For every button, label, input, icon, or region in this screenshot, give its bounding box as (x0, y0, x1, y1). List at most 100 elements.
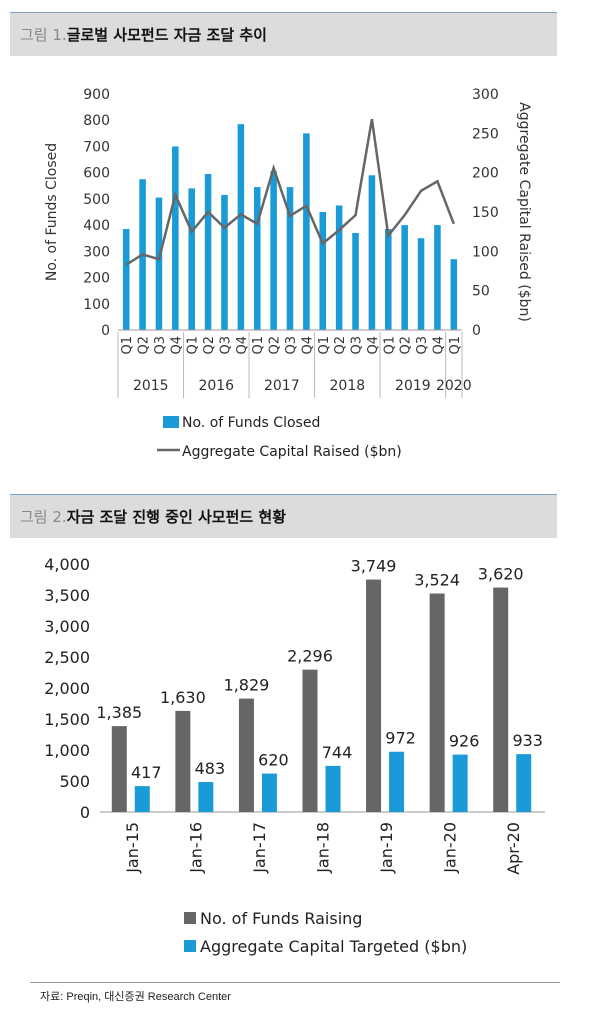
data-label-capital-targeted: 620 (258, 751, 289, 770)
y-tick-label: 1,000 (44, 741, 90, 760)
y-right-tick-label: 0 (472, 323, 481, 339)
legend-swatch-funds-closed (163, 416, 179, 428)
year-label: 2017 (264, 378, 300, 394)
y-right-tick-label: 200 (472, 166, 499, 182)
y-tick-label: 600 (83, 166, 110, 182)
legend-label-funds-raising: No. of Funds Raising (200, 909, 362, 928)
bar-funds-closed (303, 133, 310, 330)
bar-capital-targeted (325, 765, 341, 812)
y-tick-label: 1,500 (44, 710, 90, 729)
data-label-funds-raising: 1,829 (224, 676, 270, 695)
x-tick-label: Q4 (431, 336, 446, 355)
x-tick-label: Q3 (153, 336, 168, 355)
bar-capital-targeted (389, 751, 405, 812)
bar-funds-raising (175, 710, 191, 812)
bar-funds-raising (366, 579, 382, 812)
y-tick-label: 700 (83, 139, 110, 155)
year-label: 2018 (330, 378, 366, 394)
y-right-tick-label: 150 (472, 205, 499, 221)
y-right-tick-label: 100 (472, 244, 499, 260)
figure1-title: 글로벌 사모펀드 자금 조달 추이 (66, 26, 267, 44)
x-tick-label: Q4 (300, 336, 315, 355)
bar-funds-closed (253, 187, 261, 330)
y-tick-label: 4,000 (44, 555, 90, 574)
data-label-capital-targeted: 926 (449, 732, 480, 751)
bar-funds-closed (450, 259, 458, 330)
y-right-tick-label: 250 (472, 126, 499, 142)
bar-funds-closed (155, 197, 163, 330)
y-tick-label: 900 (83, 87, 110, 103)
bar-funds-raising (238, 698, 254, 812)
x-tick-label: Apr-20 (504, 822, 523, 875)
y-tick-label: 100 (83, 297, 110, 313)
x-tick-label: Jan-16 (186, 822, 205, 874)
year-label: 2016 (198, 378, 234, 394)
bar-funds-closed (335, 205, 343, 330)
bar-funds-closed (221, 194, 228, 330)
source-divider (30, 982, 560, 983)
y-tick-label: 2,500 (44, 648, 90, 667)
data-label-capital-targeted: 972 (385, 729, 416, 748)
y-right-axis-label: Aggregate Capital Raised ($bn) (516, 102, 532, 322)
legend-label-funds-closed: No. of Funds Closed (182, 415, 320, 431)
year-label: 2019 (395, 378, 431, 394)
line-capital-raised (125, 118, 455, 266)
y-right-tick-label: 300 (472, 87, 499, 103)
bar-capital-targeted (198, 782, 214, 812)
x-tick-label: Q4 (169, 336, 184, 355)
y-tick-label: 2,000 (44, 679, 90, 698)
bar-funds-closed (385, 229, 392, 330)
year-label: 2015 (133, 378, 169, 394)
bar-funds-closed (270, 171, 277, 330)
x-tick-label: Q3 (350, 336, 365, 355)
figure1-header: 그림 1.글로벌 사모펀드 자금 조달 추이 (10, 12, 557, 56)
data-label-funds-raising: 2,296 (287, 647, 333, 666)
bar-funds-closed (122, 229, 130, 330)
bar-funds-closed (319, 212, 327, 330)
x-tick-label: Q2 (333, 336, 348, 355)
data-label-capital-targeted: 417 (131, 763, 162, 782)
bar-funds-closed (401, 225, 408, 330)
bar-funds-closed (286, 187, 294, 330)
data-label-funds-raising: 3,749 (351, 557, 397, 576)
x-tick-label: Q4 (366, 336, 381, 355)
x-tick-label: Q1 (382, 336, 397, 355)
x-tick-label: Q2 (137, 336, 152, 355)
bar-funds-raising (493, 587, 509, 812)
data-label-funds-raising: 3,524 (414, 571, 460, 590)
bar-capital-targeted (452, 754, 468, 812)
legend-label-capital-targeted: Aggregate Capital Targeted ($bn) (200, 937, 467, 956)
bar-capital-targeted (261, 773, 277, 812)
legend-label-capital-raised: Aggregate Capital Raised ($bn) (182, 444, 402, 460)
bar-capital-targeted (516, 754, 532, 812)
figure2-number: 그림 2. (20, 508, 67, 526)
x-tick-label: Q4 (235, 336, 250, 355)
figure2-chart: 0 500 1,000 1,500 2,000 2,500 3,000 3,500 4,000 1… (44, 555, 545, 956)
bar-funds-closed (352, 232, 359, 330)
data-label-capital-targeted: 744 (322, 743, 353, 762)
data-label-capital-targeted: 483 (195, 759, 226, 778)
x-tick-label: Jan-17 (250, 822, 269, 874)
y-tick-label: 200 (83, 271, 110, 287)
x-tick-label: Q1 (448, 336, 463, 355)
legend-swatch-funds-raising (184, 912, 196, 924)
year-label: 2020 (436, 378, 472, 394)
bar-capital-targeted (134, 786, 150, 812)
bar-funds-raising (302, 669, 318, 812)
figure1-number: 그림 1. (20, 26, 67, 44)
y-right-tick-label: 50 (472, 284, 490, 300)
bar-funds-closed (434, 225, 441, 330)
y-tick-label: 500 (83, 192, 110, 208)
bar-funds-raising (429, 593, 445, 812)
figure2-header: 그림 2.자금 조달 진행 중인 사모펀드 현황 (10, 494, 557, 538)
bar-funds-closed (368, 175, 376, 330)
y-tick-label: 0 (101, 323, 110, 339)
y-tick-label: 400 (83, 218, 110, 234)
x-tick-label: Q1 (251, 336, 266, 355)
figure1-chart: 0 100 200 300 400 500 600 700 800 900 0 50 100 150 200… (44, 87, 532, 460)
x-tick-label: Q1 (120, 336, 135, 355)
bar-funds-closed (417, 238, 425, 330)
x-tick-label: Q1 (317, 336, 332, 355)
data-label-funds-raising: 3,620 (478, 565, 524, 584)
bar-funds-closed (172, 146, 179, 330)
